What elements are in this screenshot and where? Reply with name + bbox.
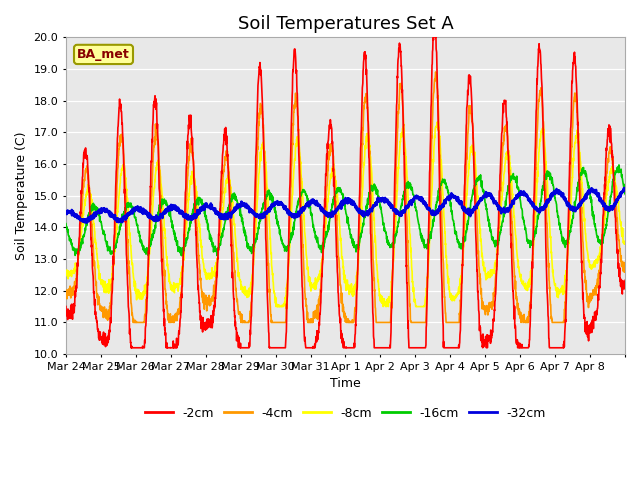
Title: Soil Temperatures Set A: Soil Temperatures Set A [237, 15, 453, 33]
Text: BA_met: BA_met [77, 48, 130, 61]
X-axis label: Time: Time [330, 377, 361, 390]
Y-axis label: Soil Temperature (C): Soil Temperature (C) [15, 132, 28, 260]
Legend: -2cm, -4cm, -8cm, -16cm, -32cm: -2cm, -4cm, -8cm, -16cm, -32cm [140, 402, 551, 424]
